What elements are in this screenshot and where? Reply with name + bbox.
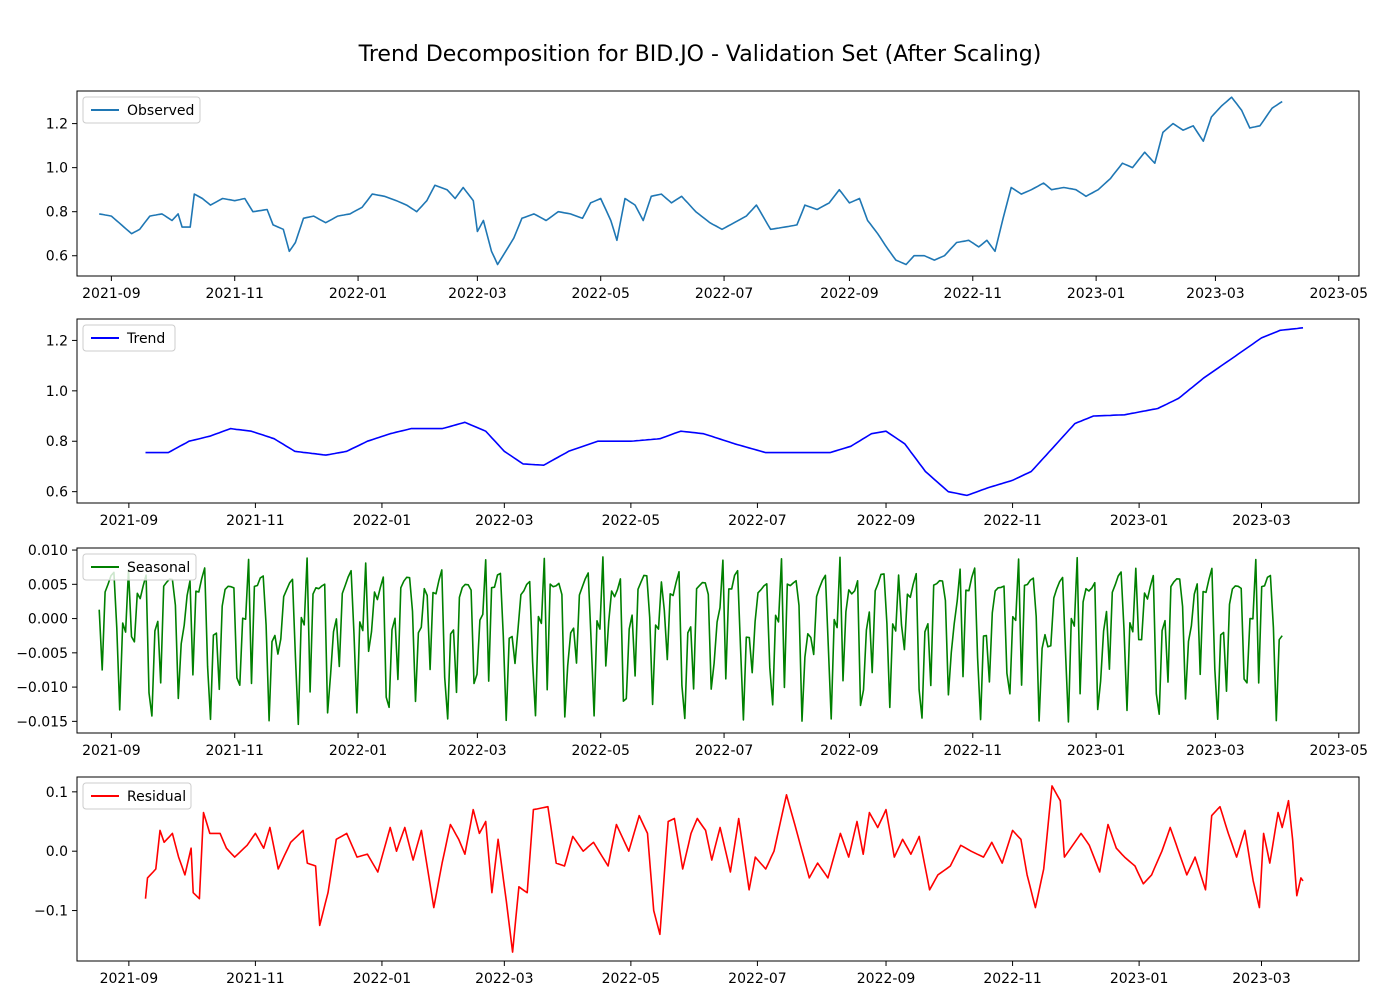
x-tick-label: 2023-01 [1110,513,1169,529]
x-tick-label: 2022-01 [329,743,388,759]
x-tick-label: 2022-09 [857,513,916,529]
x-tick-label: 2022-01 [353,513,412,529]
x-tick-label: 2021-09 [82,286,141,302]
x-tick-label: 2021-09 [100,971,159,987]
legend-label: Observed [127,103,194,119]
legend: Residual [82,782,192,810]
panel-observed: 2021-09 2021-11 2022-01 2022-03 2022-05 2022-… [46,90,1369,302]
x-tick-label: 2021-11 [226,971,285,987]
series-line-seasonal [98,556,1283,726]
x-tick-label: 2022-03 [448,743,507,759]
x-tick-label: 2022-03 [475,971,534,987]
legend: Trend [82,324,176,352]
x-tick-label: 2022-11 [983,971,1042,987]
panel-trend: 2021-09 2021-11 2022-01 2022-03 2022-05 2022-… [46,318,1360,529]
y-tick-label: 0.8 [46,205,68,221]
x-tick-label: 2022-11 [944,286,1003,302]
x-tick-label: 2022-07 [728,513,787,529]
x-tick-label: 2022-09 [820,743,879,759]
x-tick-label: 2021-09 [82,743,141,759]
y-tick-label: 0.6 [46,249,68,265]
x-tick-label: 2021-09 [100,513,159,529]
x-tick-label: 2022-09 [820,286,879,302]
legend-label: Residual [127,789,186,805]
series-line-residual [144,785,1304,953]
y-tick-label: 1.0 [46,384,68,400]
axes-frame [76,776,1360,962]
legend-label: Trend [126,331,165,347]
x-tick-label: 2023-03 [1186,286,1245,302]
series-line-trend [145,327,1304,497]
axes-frame [76,318,1360,504]
legend: Seasonal [82,553,197,581]
x-tick-label: 2021-11 [226,513,285,529]
x-tick-label: 2022-07 [728,971,787,987]
legend-label: Seasonal [127,560,190,576]
x-tick-label: 2023-03 [1186,743,1245,759]
y-tick-label: 0.0 [46,844,68,860]
legend-box [82,96,201,124]
y-tick-label: 0.6 [46,485,68,501]
x-tick-label: 2023-01 [1067,743,1126,759]
y-tick-label: −0.015 [16,714,68,730]
legend: Observed [82,96,201,124]
x-tick-label: 2022-05 [602,513,661,529]
axes-frame [76,547,1360,734]
x-tick-label: 2021-11 [205,743,264,759]
y-tick-label: 0.010 [28,543,68,559]
y-tick-label: −0.010 [16,680,68,696]
x-tick-label: 2022-07 [695,286,754,302]
y-tick-label: 0.8 [46,434,68,450]
x-tick-label: 2022-11 [983,513,1042,529]
x-tick-label: 2022-09 [857,971,916,987]
legend-box [82,782,192,810]
y-tick-label: 0.1 [46,785,68,801]
y-tick-label: 0.005 [28,577,68,593]
y-tick-label: 0.000 [28,612,68,628]
x-tick-label: 2022-07 [695,743,754,759]
x-tick-label: 2022-11 [944,743,1003,759]
x-tick-label: 2022-03 [448,286,507,302]
figure-title: Trend Decomposition for BID.JO - Validat… [358,42,1042,67]
x-tick-label: 2023-05 [1310,286,1369,302]
x-tick-label: 2023-03 [1232,513,1291,529]
x-tick-label: 2023-05 [1310,743,1369,759]
x-tick-label: 2022-05 [571,286,630,302]
y-tick-label: 1.2 [46,333,68,349]
x-tick-label: 2022-05 [571,743,630,759]
x-tick-label: 2022-01 [329,286,388,302]
x-tick-label: 2021-11 [205,286,264,302]
legend-box [82,553,197,581]
x-tick-label: 2023-01 [1067,286,1126,302]
y-tick-label: 1.2 [46,117,68,133]
y-tick-label: 1.0 [46,161,68,177]
legend-box [82,324,176,352]
x-tick-label: 2022-03 [475,513,534,529]
axes-frame [76,90,1360,277]
panel-seasonal: 2021-09 2021-11 2022-01 2022-03 2022-05 2022-… [16,543,1368,759]
panel-residual: 2021-09 2021-11 2022-01 2022-03 2022-05 2022-… [34,776,1360,987]
series-line-observed [99,96,1283,266]
x-tick-label: 2022-05 [602,971,661,987]
y-tick-label: −0.1 [34,904,68,920]
y-tick-label: −0.005 [16,646,68,662]
x-tick-label: 2023-03 [1232,971,1291,987]
x-tick-label: 2022-01 [353,971,412,987]
x-tick-label: 2023-01 [1110,971,1169,987]
